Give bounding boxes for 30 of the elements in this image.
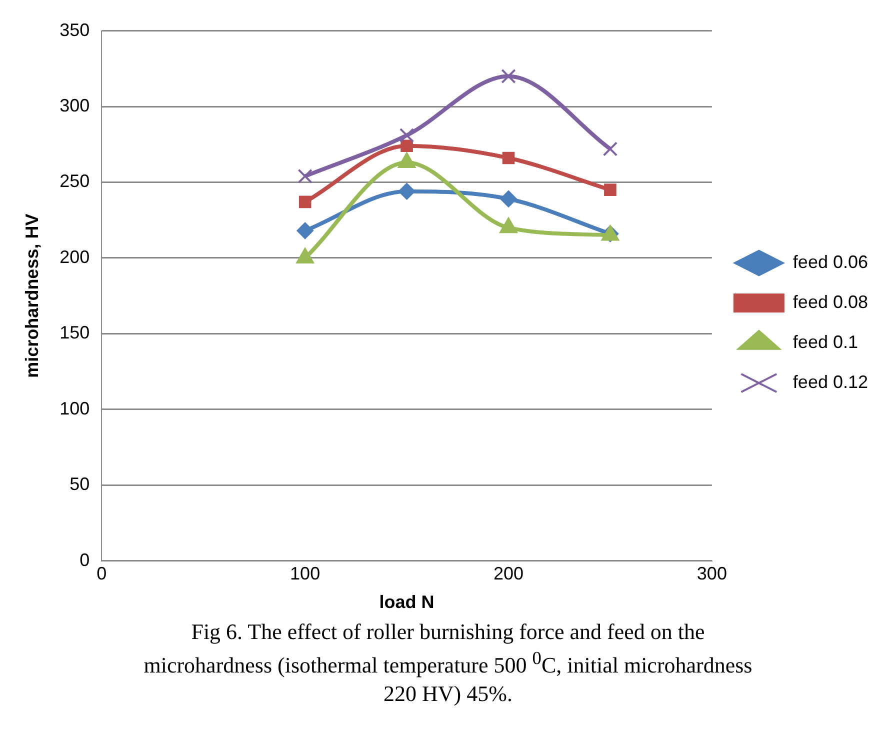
legend-label: feed 0.12 [792, 372, 868, 392]
y-tick-label: 350 [60, 20, 90, 40]
x-tick-label: 100 [290, 564, 320, 584]
point [399, 128, 414, 143]
x-axis-title: load N [379, 592, 434, 612]
x-tick-label: 0 [96, 564, 107, 584]
point [298, 196, 312, 208]
text: Fig 6. The effect of roller burnishing force and feed on the microhardness (isothermal temperature 500 $^{0}$C, initial microhardness 220 HV) 45%. [144, 619, 752, 706]
x-tick-label: 300 [696, 564, 727, 584]
point [296, 222, 314, 240]
y-axis-title: microhardness, HV [22, 214, 42, 378]
point [298, 168, 312, 184]
legend-label: feed 0.1 [792, 332, 858, 352]
y-tick-label: 150 [60, 322, 90, 343]
point [604, 184, 616, 196]
point [502, 152, 515, 164]
y-tick-label: 200 [60, 246, 90, 267]
y-tick-label: 300 [60, 95, 90, 116]
point [400, 140, 413, 152]
y-tick-label: 250 [60, 171, 90, 192]
legend-label: feed 0.06 [792, 252, 868, 272]
point [500, 190, 517, 208]
x-tick-label: 200 [493, 564, 524, 584]
point [398, 182, 416, 200]
point [501, 68, 516, 84]
y-tick-label: 50 [70, 474, 90, 494]
y-tick-label: 0 [80, 550, 90, 570]
point [602, 142, 618, 156]
legend-label: feed 0.08 [792, 292, 868, 312]
y-tick-label: 100 [60, 398, 90, 418]
